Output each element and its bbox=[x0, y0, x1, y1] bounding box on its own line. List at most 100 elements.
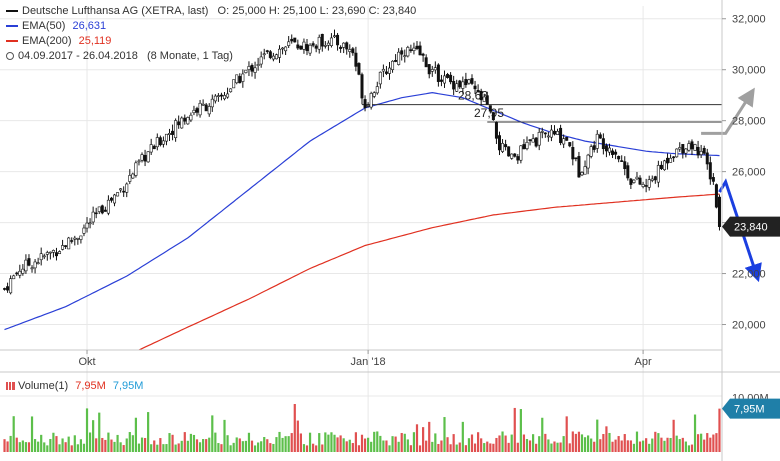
volume-bar bbox=[464, 445, 467, 452]
candle-body bbox=[219, 94, 223, 97]
volume-bar bbox=[21, 440, 24, 452]
candle-body bbox=[30, 267, 34, 270]
volume-icon bbox=[6, 382, 15, 390]
candle-body bbox=[3, 288, 7, 290]
volume-bar bbox=[321, 444, 324, 452]
volume-badge bbox=[722, 398, 780, 419]
candle-body bbox=[568, 142, 572, 147]
candle-body bbox=[305, 44, 309, 51]
candle-body bbox=[91, 211, 95, 223]
candle-body bbox=[436, 64, 440, 82]
instrument-row: Deutsche Lufthansa AG (XETRA, last) O: 2… bbox=[6, 4, 416, 19]
volume-bar bbox=[434, 433, 437, 452]
volume-bar bbox=[257, 442, 260, 452]
volume-bar bbox=[107, 432, 110, 452]
volume-bar bbox=[202, 439, 205, 452]
candle-body bbox=[626, 165, 630, 179]
volume-bar bbox=[449, 444, 452, 452]
volume-bar bbox=[318, 433, 321, 452]
volume-bar bbox=[489, 443, 492, 452]
candle-body bbox=[617, 155, 621, 160]
volume-bar bbox=[363, 438, 367, 452]
candle-body bbox=[354, 52, 358, 67]
candle-body bbox=[711, 177, 715, 182]
candle-body bbox=[143, 154, 147, 162]
volume-bar bbox=[305, 445, 309, 452]
volume-bar bbox=[513, 407, 516, 452]
candle-body bbox=[699, 151, 703, 155]
ema50-value: 26,631 bbox=[72, 20, 107, 32]
volume-bar bbox=[327, 434, 330, 452]
candle-body bbox=[476, 90, 480, 92]
volume-bar bbox=[626, 440, 629, 452]
candle-body bbox=[562, 138, 566, 145]
candle-body bbox=[604, 145, 608, 152]
candle-body bbox=[366, 105, 370, 107]
volume-bar bbox=[6, 441, 9, 452]
volume-bar bbox=[79, 439, 83, 452]
volume-bar bbox=[675, 435, 678, 452]
volume-bar bbox=[492, 443, 495, 452]
candle-swatch bbox=[6, 10, 18, 13]
volume-bar bbox=[18, 442, 21, 452]
volume-bar bbox=[593, 441, 596, 452]
candle-body bbox=[97, 206, 101, 212]
volume-bar bbox=[495, 437, 498, 452]
volume-legend: Volume(1) 7,95M 7,95M bbox=[6, 380, 143, 392]
volume-bar bbox=[657, 433, 660, 452]
candle-body bbox=[525, 142, 529, 149]
candle-body bbox=[232, 79, 236, 89]
volume-bar bbox=[247, 432, 251, 452]
candle-body bbox=[314, 45, 318, 49]
volume-bar bbox=[220, 444, 223, 452]
candle-body bbox=[708, 162, 712, 180]
volume-bar bbox=[431, 441, 434, 452]
volume-bar bbox=[648, 443, 651, 452]
volume-bar bbox=[101, 437, 104, 452]
volume-bar bbox=[507, 442, 510, 452]
volume-bar bbox=[382, 440, 385, 452]
ema200-label: EMA(200) bbox=[22, 35, 72, 47]
volume-bar bbox=[147, 412, 150, 452]
volume-bar bbox=[134, 417, 138, 452]
volume-bar bbox=[565, 416, 568, 452]
candle-body bbox=[455, 83, 459, 92]
candle-body bbox=[45, 252, 49, 255]
volume-bar bbox=[415, 424, 419, 452]
y-tick-label: 30,000 bbox=[732, 65, 766, 77]
volume-bar bbox=[605, 426, 608, 452]
candle-body bbox=[375, 86, 379, 94]
candle-body bbox=[21, 268, 25, 274]
volume-bar bbox=[131, 435, 134, 452]
volume-bar bbox=[672, 419, 675, 452]
ema50-label: EMA(50) bbox=[22, 20, 66, 32]
candle-body bbox=[473, 85, 477, 90]
volume-bar bbox=[232, 442, 235, 452]
volume-bar bbox=[510, 434, 513, 452]
volume-bar bbox=[428, 421, 431, 452]
volume-bar bbox=[226, 435, 229, 452]
candle-body bbox=[449, 74, 453, 83]
ema200-line bbox=[138, 193, 720, 351]
candle-body bbox=[345, 42, 349, 50]
volume-bar bbox=[116, 434, 119, 452]
candle-body bbox=[714, 184, 718, 208]
volume-bar bbox=[535, 443, 538, 452]
candle-body bbox=[638, 177, 642, 185]
x-tick-label: Jan '18 bbox=[351, 356, 386, 368]
candle-body bbox=[464, 79, 468, 86]
candle-body bbox=[235, 74, 239, 84]
candle-body bbox=[161, 140, 165, 145]
volume-bar bbox=[385, 440, 388, 452]
volume-bar bbox=[700, 433, 703, 452]
candle-body bbox=[488, 105, 492, 112]
volume-bar bbox=[458, 442, 461, 452]
candle-body bbox=[308, 44, 312, 54]
candle-body bbox=[137, 160, 141, 163]
candle-body bbox=[580, 172, 584, 176]
candle-body bbox=[409, 49, 413, 51]
candle-body bbox=[598, 134, 602, 139]
volume-bar bbox=[571, 431, 574, 452]
volume-bar bbox=[574, 433, 577, 452]
